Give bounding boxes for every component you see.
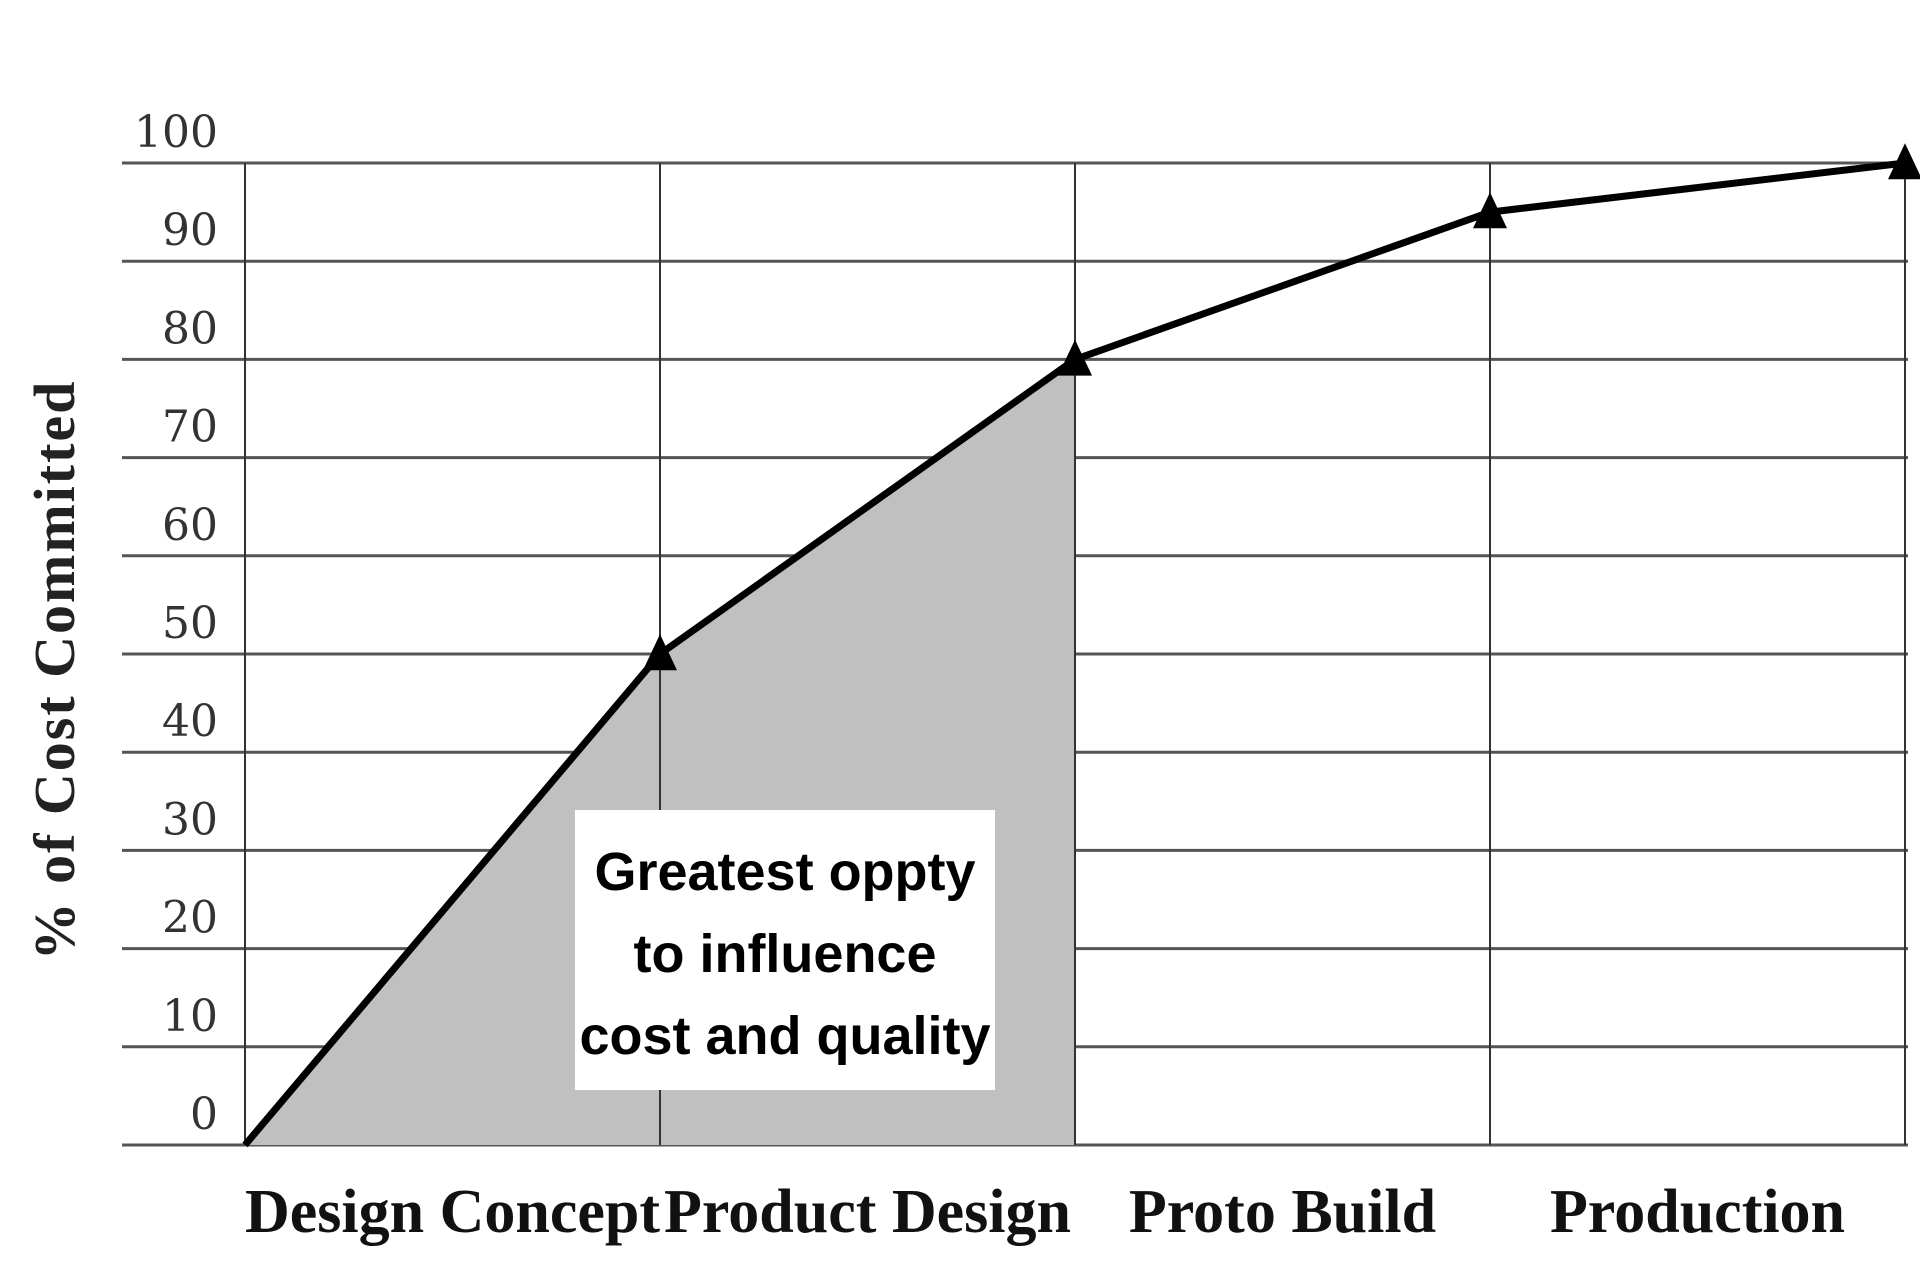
data-point-triangle-3 [1473,192,1507,229]
annotation-box: Greatest oppty to influence cost and qua… [575,810,995,1090]
annotation-background [575,810,995,1090]
annotation-line-3: cost and quality [579,1006,990,1066]
data-point-triangle-4 [1888,143,1920,180]
y-axis-title: % of Cost Committed [22,380,87,961]
y-tick-label-50: 50 [162,598,218,649]
annotation-line-2: to influence [633,924,936,984]
y-tick-label-80: 80 [162,303,218,354]
data-point-triangle-2 [1058,339,1092,376]
category-label-2: Proto Build [1129,1178,1436,1246]
y-tick-label-10: 10 [162,991,218,1042]
y-tick-label-40: 40 [162,696,218,747]
category-label-1: Product Design [664,1178,1071,1246]
y-tick-label-100: 100 [134,107,218,158]
y-tick-layer: 0 10 20 30 40 50 60 70 80 90 100 [134,107,218,1140]
y-tick-label-70: 70 [162,402,218,453]
y-tick-label-0: 0 [190,1089,218,1140]
category-label-0: Design Concept [245,1178,660,1246]
category-label-layer: Design Concept Product Design Proto Build P… [245,1178,1845,1246]
y-tick-label-20: 20 [162,893,218,944]
annotation-line-1: Greatest oppty [594,842,975,902]
y-tick-label-90: 90 [162,205,218,256]
y-tick-label-30: 30 [162,794,218,845]
category-label-3: Production [1550,1178,1845,1246]
data-point-triangle-1 [643,634,677,671]
marker-layer [643,143,1920,671]
y-tick-label-60: 60 [162,500,218,551]
